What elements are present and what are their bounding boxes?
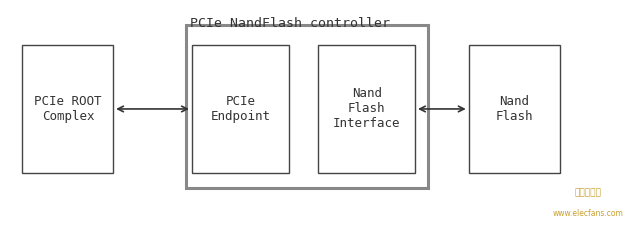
Text: Nand
Flash: Nand Flash	[496, 95, 533, 123]
Text: Nand
Flash
Interface: Nand Flash Interface	[333, 87, 401, 131]
Text: PCIe NandFlash controller: PCIe NandFlash controller	[190, 17, 390, 30]
Bar	[22, 45, 113, 173]
Bar	[192, 45, 289, 173]
Bar	[469, 45, 560, 173]
Text: PCIe
Endpoint: PCIe Endpoint	[211, 95, 271, 123]
Text: PCIe ROOT
Complex: PCIe ROOT Complex	[34, 95, 102, 123]
Text: 电子发烧友: 电子发烧友	[575, 188, 601, 197]
Text: www.elecfans.com: www.elecfans.com	[553, 209, 623, 218]
Bar	[186, 25, 428, 188]
Bar	[318, 45, 415, 173]
